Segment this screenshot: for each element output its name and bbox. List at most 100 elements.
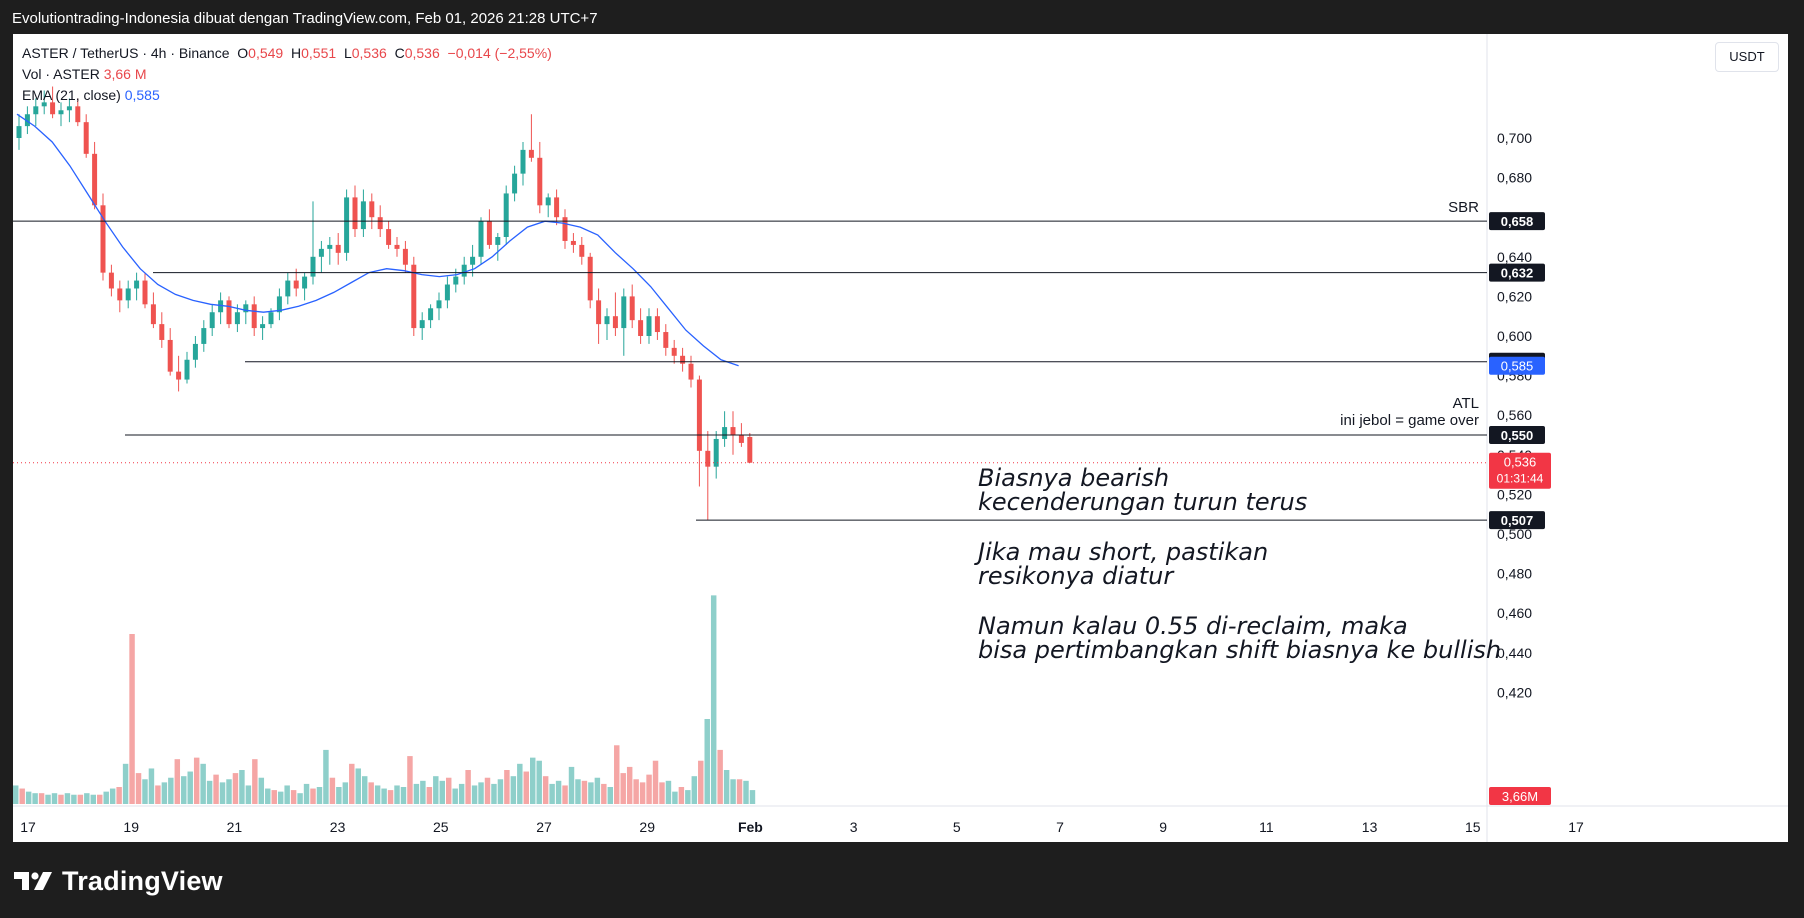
candle-body [537, 157, 543, 206]
x-tick-label: 5 [953, 819, 961, 835]
candle-body [310, 256, 316, 277]
volume-bar [45, 794, 51, 804]
ema-line[interactable] [16, 113, 739, 367]
volume-value-badge [1489, 787, 1551, 805]
volume-bar [594, 777, 601, 804]
candle-body [629, 296, 635, 321]
volume-bar [626, 766, 633, 804]
legend-open-label: O [237, 45, 249, 61]
price-label-badge [1489, 212, 1545, 231]
price-chart[interactable]: 0,4200,4400,4600,4800,5000,5200,5400,560… [13, 34, 1788, 842]
volume-bar [213, 774, 219, 804]
x-tick-label: 21 [227, 819, 243, 835]
price-label-text: 0,550 [1501, 428, 1534, 443]
volume-bar [168, 777, 174, 804]
volume-bar [704, 719, 710, 804]
candle-body [612, 316, 618, 329]
volume-bar [497, 779, 504, 804]
candle-body [134, 280, 140, 289]
volume-bar [71, 794, 77, 804]
chart-area[interactable]: 0,4200,4400,4600,4800,5000,5200,5400,560… [13, 34, 1788, 842]
volume-bar [588, 782, 594, 804]
candle-body [66, 106, 72, 111]
x-tick-label: 25 [433, 819, 449, 835]
legend-change: −0,014 (−2,55%) [447, 45, 552, 61]
candle-body [318, 248, 324, 257]
candle-body [251, 304, 257, 329]
candle-body [747, 436, 753, 463]
volume-bar [736, 779, 743, 804]
volume-bar [310, 788, 316, 804]
legend-ema-row[interactable]: EMA (21, close) 0,585 [22, 85, 552, 106]
volume-bar [323, 749, 329, 804]
chart-legend: ASTER / TetherUS · 4h · Binance O0,549 H… [22, 43, 552, 106]
volume-bar [25, 791, 32, 804]
candle-body [108, 272, 114, 289]
candle-body [528, 149, 534, 158]
annotation-text-line: Jika mau short, pastikan [974, 538, 1268, 566]
legend-volume-row[interactable]: Vol · ASTER 3,66 M [22, 64, 552, 85]
volume-bar [290, 790, 297, 804]
volume-bar [562, 785, 568, 804]
candle-body [159, 324, 165, 340]
legend-symbol[interactable]: ASTER / TetherUS · 4h · Binance [22, 45, 230, 61]
volume-bar [336, 787, 342, 804]
volume-bar [155, 785, 161, 804]
price-label-badge [1489, 426, 1545, 444]
x-tick-label: 23 [330, 819, 346, 835]
candle-body [444, 284, 450, 301]
candle-body [293, 280, 299, 289]
y-tick-label: 0,560 [1497, 407, 1532, 423]
candle-body [545, 197, 551, 206]
volume-bar [219, 782, 226, 804]
volume-bar [142, 779, 148, 804]
volume-bar [517, 763, 523, 804]
volume-bar [465, 770, 471, 804]
candle-body [688, 363, 694, 380]
tradingview-logo[interactable]: TradingView [14, 866, 223, 896]
candle-body [621, 296, 627, 329]
volume-bar [646, 774, 652, 804]
volume-bar [374, 785, 381, 804]
volume-bar [614, 745, 620, 804]
volume-bar [685, 790, 691, 804]
volume-bar [19, 788, 25, 804]
candle-body [587, 256, 593, 301]
candle-body [394, 244, 400, 249]
volume-value-text: 3,66M [1502, 789, 1538, 804]
volume-bar [109, 788, 116, 804]
candle-body [377, 217, 383, 230]
candle-body [24, 114, 30, 127]
volume-bar [698, 760, 704, 804]
candle-body [75, 106, 81, 123]
candle-body [58, 110, 64, 115]
candle-body [344, 197, 350, 253]
legend-ohlc-row: ASTER / TetherUS · 4h · Binance O0,549 H… [22, 43, 552, 64]
volume-bar [84, 793, 90, 804]
candle-body [663, 332, 669, 348]
y-tick-label: 0,480 [1497, 566, 1532, 582]
y-tick-label: 0,460 [1497, 605, 1532, 621]
candle-body [125, 288, 131, 301]
candle-body [302, 276, 308, 289]
volume-bar [277, 791, 284, 804]
candle-body [16, 126, 22, 138]
y-tick-label: 0,520 [1497, 486, 1532, 502]
volume-bar [743, 780, 749, 804]
volume-bar [400, 787, 407, 804]
candle-body [268, 312, 274, 325]
atl-note-label: ini jebol = game over [1340, 412, 1479, 429]
annotation-text-line: Namun kalau 0.55 di-reclaim, maka [978, 612, 1408, 640]
volume-bar [161, 782, 168, 804]
annotation-text-line: resikonya diatur [978, 562, 1175, 590]
price-label-badge [1489, 511, 1545, 530]
volume-bar [77, 794, 84, 804]
current-price-badge [1489, 452, 1551, 489]
candle-body [562, 217, 568, 241]
price-label-text: 0,632 [1501, 266, 1534, 281]
candle-body [696, 379, 702, 451]
volume-bar [329, 777, 336, 804]
currency-button[interactable]: USDT [1715, 42, 1779, 72]
candle-body [335, 244, 341, 253]
volume-bar [64, 793, 71, 804]
